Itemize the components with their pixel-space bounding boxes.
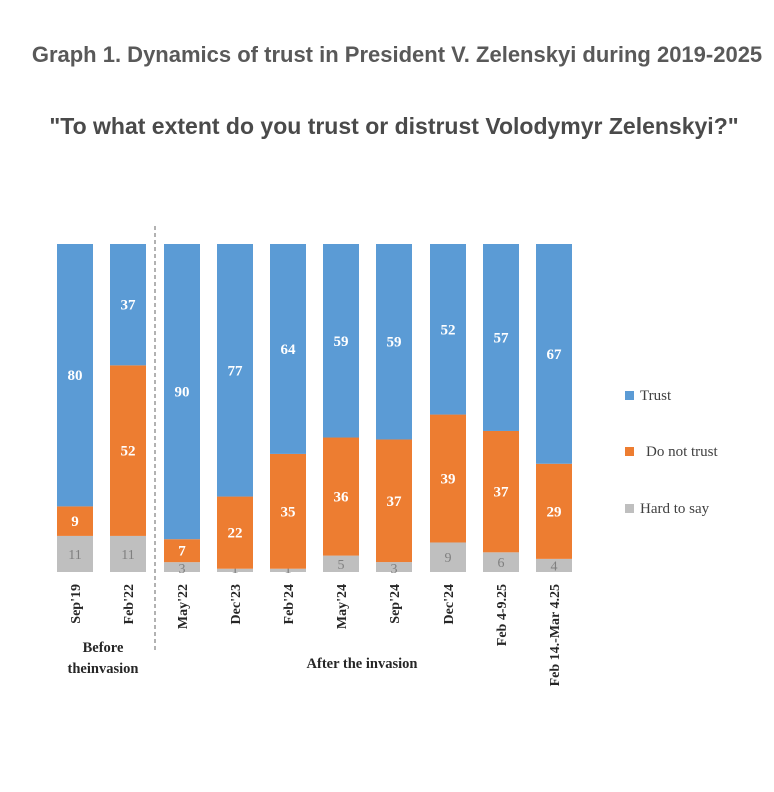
bar-do-not-trust: [57, 506, 93, 536]
data-label: 6: [498, 556, 505, 571]
bar-trust: [323, 244, 359, 438]
data-label: 37: [494, 485, 510, 501]
bar-hard-to-say: [376, 562, 412, 572]
bar-hard-to-say: [483, 552, 519, 572]
data-label: 1: [232, 562, 239, 577]
x-tick-label: Feb'24: [282, 584, 297, 624]
legend-swatch-do-not-trust: [625, 447, 634, 456]
data-label: 52: [121, 444, 136, 460]
bar-do-not-trust: [164, 539, 200, 563]
x-tick-label: Feb 14.-Mar 4.25: [548, 584, 563, 686]
x-tick-label: Dec'23: [229, 584, 244, 624]
data-label: 1: [285, 562, 292, 577]
bar-hard-to-say: [430, 542, 466, 572]
data-label: 64: [281, 342, 297, 358]
data-label: 9: [71, 514, 79, 530]
data-label: 5: [338, 558, 345, 573]
bar-trust: [57, 244, 93, 507]
bar-trust: [217, 244, 253, 497]
data-label: 36: [334, 490, 350, 506]
data-label: 4: [551, 559, 558, 574]
chart-subtitle: "To what extent do you trust or distrust…: [49, 113, 739, 139]
bar-hard-to-say: [323, 555, 359, 572]
bar-do-not-trust: [323, 437, 359, 556]
bar-do-not-trust: [217, 496, 253, 569]
data-label: 59: [334, 334, 349, 350]
bar-trust: [270, 244, 306, 454]
data-label: 11: [68, 548, 81, 563]
data-label: 11: [121, 548, 134, 563]
legend-label-do-not-trust: Do not trust: [646, 444, 719, 460]
bar-trust: [536, 244, 572, 464]
data-label: 77: [228, 363, 244, 379]
x-tick-label: Feb'22: [122, 584, 137, 624]
bar-hard-to-say: [57, 535, 93, 572]
group-label-before-line2: theinvasion: [68, 661, 139, 677]
data-label: 9: [445, 551, 452, 566]
bar-trust: [164, 244, 200, 540]
bar-hard-to-say: [536, 558, 572, 572]
x-tick-label: Sep'19: [69, 584, 84, 624]
legend-label-trust: Trust: [640, 388, 672, 404]
bar-do-not-trust: [536, 463, 572, 559]
data-label: 3: [391, 562, 398, 577]
data-label: 59: [387, 335, 402, 351]
bar-do-not-trust: [270, 453, 306, 569]
data-label: 67: [547, 347, 563, 363]
bar-trust: [483, 244, 519, 431]
bar-trust: [110, 244, 146, 366]
legend-swatch-trust: [625, 391, 634, 400]
bar-trust: [430, 244, 466, 415]
bar-do-not-trust: [376, 439, 412, 563]
bar-do-not-trust: [430, 414, 466, 543]
data-label: 80: [68, 368, 83, 384]
data-label: 57: [494, 330, 510, 346]
group-label-after: After the invasion: [307, 656, 418, 672]
bar-do-not-trust: [483, 430, 519, 553]
data-label: 22: [228, 526, 243, 542]
data-label: 35: [281, 504, 296, 520]
bar-hard-to-say: [217, 568, 253, 572]
bar-do-not-trust: [110, 365, 146, 536]
bar-hard-to-say: [270, 568, 306, 572]
data-label: 52: [441, 322, 456, 338]
data-label: 39: [441, 472, 456, 488]
bar-hard-to-say: [110, 535, 146, 572]
data-label: 37: [387, 494, 403, 510]
data-label: 29: [547, 504, 562, 520]
group-label-before-line1: Before: [83, 640, 124, 656]
x-tick-label: Dec'24: [442, 584, 457, 624]
bar-hard-to-say: [164, 562, 200, 572]
data-label: 7: [178, 544, 186, 560]
legend-swatch-hard-to-say: [625, 504, 634, 513]
x-tick-label: Feb 4-9.25: [495, 584, 510, 646]
chart-title: Graph 1. Dynamics of trust in President …: [31, 42, 763, 67]
data-label: 90: [175, 385, 190, 401]
bar-trust: [376, 244, 412, 440]
x-tick-label: May'24: [335, 584, 350, 629]
x-tick-label: Sep'24: [388, 584, 403, 624]
data-label: 37: [121, 298, 137, 314]
x-tick-label: May'22: [176, 584, 191, 629]
legend-label-hard-to-say: Hard to say: [640, 501, 710, 517]
data-label: 3: [179, 562, 186, 577]
